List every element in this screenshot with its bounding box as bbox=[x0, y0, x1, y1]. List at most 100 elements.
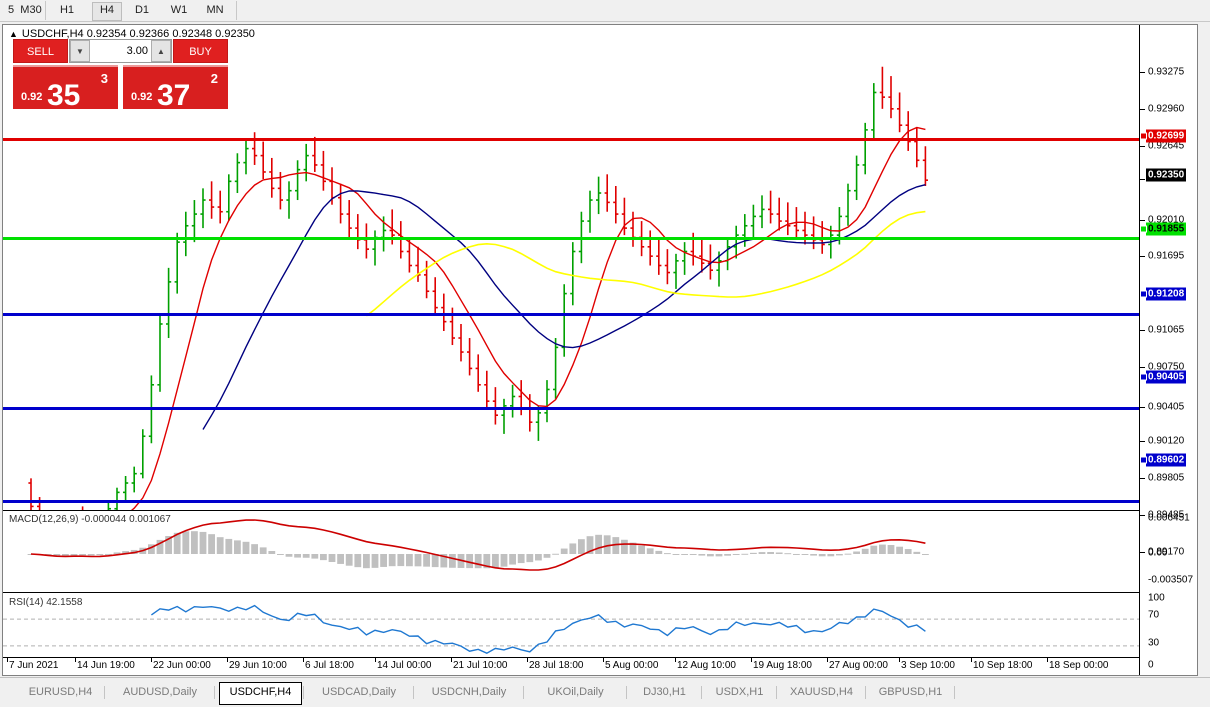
one-click-trading-panel[interactable]: SELL ▼ 3.00 ▲ BUY 0.92 35 3 0.92 bbox=[13, 39, 228, 112]
tab-separator bbox=[626, 686, 627, 699]
ask-price-main: 37 bbox=[157, 79, 191, 112]
chart-tab-gbpusd-h1[interactable]: GBPUSD,H1 bbox=[878, 686, 943, 698]
level-line-0.91855[interactable] bbox=[3, 237, 1143, 241]
level-handle-icon[interactable] bbox=[1140, 373, 1147, 381]
price-pane[interactable] bbox=[3, 43, 1143, 510]
level-line-0.91208[interactable] bbox=[3, 312, 1143, 316]
time-tick bbox=[227, 658, 228, 662]
timeframe-d1[interactable]: D1 bbox=[134, 4, 150, 16]
time-tick bbox=[7, 658, 8, 662]
chart-tab-usdcad-daily[interactable]: USDCAD,Daily bbox=[322, 686, 396, 698]
volume-decrement-icon[interactable]: ▼ bbox=[70, 40, 90, 62]
timeframe-h4[interactable]: H4 bbox=[92, 2, 122, 21]
price-tick bbox=[1140, 72, 1145, 73]
toolbar-separator bbox=[45, 1, 46, 20]
macd-label: MACD(12,26,9) -0.000044 0.001067 bbox=[9, 514, 171, 525]
volume-increment-icon[interactable]: ▲ bbox=[151, 40, 171, 62]
macd-scale-label: 0.006451 bbox=[1148, 512, 1190, 524]
volume-input[interactable]: ▼ 3.00 ▲ bbox=[69, 39, 172, 63]
time-tick bbox=[451, 658, 452, 662]
trade-controls-row: SELL ▼ 3.00 ▲ BUY bbox=[13, 39, 228, 65]
timeframe-toolbar: 5 M30 H1 H4 D1 W1 MN bbox=[0, 0, 1210, 22]
price-tick-label: 0.92645 bbox=[1148, 140, 1185, 152]
level-handle-icon[interactable] bbox=[1140, 290, 1147, 298]
price-tick-label: 0.90750 bbox=[1148, 361, 1185, 373]
level-line-0.92699[interactable] bbox=[3, 138, 1143, 142]
price-tick-label: 0.92960 bbox=[1148, 103, 1185, 115]
price-tick bbox=[1140, 220, 1145, 221]
chart-tab-ukoil-daily[interactable]: UKOil,Daily bbox=[547, 686, 604, 698]
timeframe-h1[interactable]: H1 bbox=[59, 4, 75, 16]
level-line-0.90405[interactable] bbox=[3, 406, 1143, 410]
price-tick-label: 0.91065 bbox=[1148, 324, 1185, 336]
timeframe-w1[interactable]: W1 bbox=[170, 4, 188, 16]
rsi-plot bbox=[3, 604, 1143, 654]
price-marker-blue: 0.91208 bbox=[1146, 287, 1187, 301]
chart-tab-eurusd-h4[interactable]: EURUSD,H4 bbox=[28, 686, 93, 698]
time-tick bbox=[527, 658, 528, 662]
level-handle-icon[interactable] bbox=[1140, 456, 1147, 464]
time-axis-label: 21 Jul 10:00 bbox=[453, 660, 508, 671]
macd-scale-label: 0.00 bbox=[1148, 547, 1168, 559]
tab-separator bbox=[523, 686, 524, 699]
time-axis-label: 3 Sep 10:00 bbox=[901, 660, 955, 671]
timeframe-mn[interactable]: MN bbox=[206, 4, 224, 16]
tab-separator bbox=[776, 686, 777, 699]
macd-pane[interactable] bbox=[3, 510, 1143, 592]
quote-row: 0.92 35 3 0.92 37 2 bbox=[13, 65, 228, 112]
rsi-pane[interactable] bbox=[3, 592, 1143, 672]
tab-separator bbox=[701, 686, 702, 699]
time-tick bbox=[751, 658, 752, 662]
ask-price-fraction: 2 bbox=[210, 71, 218, 86]
price-tick-label: 0.90120 bbox=[1148, 435, 1185, 447]
chart-tab-usdcnh-daily[interactable]: USDCNH,Daily bbox=[431, 686, 507, 698]
timeframe-m30[interactable]: M30 bbox=[20, 4, 42, 16]
level-handle-icon[interactable] bbox=[1140, 225, 1147, 233]
chart-tab-usdchf-h4[interactable]: USDCHF,H4 bbox=[219, 682, 302, 705]
price-tick bbox=[1140, 179, 1145, 180]
symbol-info-line: ▲ USDCHF,H4 0.92354 0.92366 0.92348 0.923… bbox=[9, 28, 255, 40]
macd-scale-label: -0.003507 bbox=[1148, 574, 1194, 586]
rsi-label: RSI(14) 42.1558 bbox=[9, 597, 83, 608]
tab-separator bbox=[413, 686, 414, 699]
time-axis: 7 Jun 2021 14 Jun 19:00 22 Jun 00:00 29 Jun… bbox=[3, 657, 1143, 676]
ask-underline bbox=[123, 65, 228, 67]
chart-tab-audusd-daily[interactable]: AUDUSD,Daily bbox=[123, 686, 197, 698]
time-axis-label: 14 Jul 00:00 bbox=[377, 660, 432, 671]
level-handle-icon[interactable] bbox=[1140, 132, 1147, 140]
sell-button[interactable]: SELL bbox=[13, 39, 68, 63]
buy-button[interactable]: BUY bbox=[173, 39, 228, 63]
chart-tab-usdx-h1[interactable]: USDX,H1 bbox=[715, 686, 764, 698]
tab-separator bbox=[954, 686, 955, 699]
bid-price-main: 35 bbox=[47, 79, 81, 112]
level-line-0.89602[interactable] bbox=[3, 500, 1143, 504]
time-tick bbox=[675, 658, 676, 662]
tab-separator bbox=[104, 686, 105, 699]
price-tick bbox=[1140, 109, 1145, 110]
timeframe-5[interactable]: 5 bbox=[7, 4, 15, 16]
vertical-scrollbar[interactable] bbox=[1198, 24, 1210, 676]
chart-area[interactable]: ▲ USDCHF,H4 0.92354 0.92366 0.92348 0.923… bbox=[2, 24, 1198, 676]
price-tick-label: 0.89805 bbox=[1148, 472, 1185, 484]
time-tick bbox=[603, 658, 604, 662]
price-tick bbox=[1140, 552, 1145, 553]
rsi-scale-label: 30 bbox=[1148, 637, 1160, 649]
time-axis-label: 22 Jun 00:00 bbox=[153, 660, 211, 671]
chart-tab-dj30-h1[interactable]: DJ30,H1 bbox=[643, 686, 686, 698]
time-axis-label: 28 Jul 18:00 bbox=[529, 660, 584, 671]
bid-quote[interactable]: 0.92 35 3 bbox=[13, 65, 118, 112]
price-marker-blue: 0.89602 bbox=[1146, 453, 1187, 467]
price-tick bbox=[1140, 146, 1145, 147]
collapse-arrow-icon[interactable]: ▲ bbox=[9, 29, 18, 39]
rsi-scale-label: 0 bbox=[1148, 659, 1154, 671]
time-axis-label: 27 Aug 00:00 bbox=[829, 660, 888, 671]
time-tick bbox=[303, 658, 304, 662]
time-tick bbox=[827, 658, 828, 662]
price-scale[interactable]: 0.93275 0.92960 0.92645 0.92350 0.92010 0.916… bbox=[1139, 25, 1197, 675]
time-tick bbox=[375, 658, 376, 662]
time-axis-label: 29 Jun 10:00 bbox=[229, 660, 287, 671]
macd-plot bbox=[27, 519, 929, 571]
chart-tab-xauusd-h4[interactable]: XAUUSD,H4 bbox=[790, 686, 853, 698]
ask-quote[interactable]: 0.92 37 2 bbox=[123, 65, 228, 112]
